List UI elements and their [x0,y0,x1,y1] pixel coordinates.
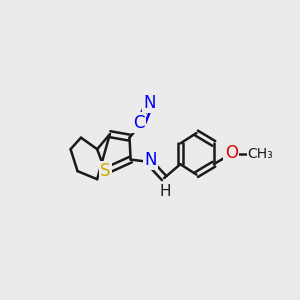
Text: CH₃: CH₃ [247,147,273,161]
Text: S: S [100,162,110,180]
Text: N: N [143,94,155,112]
Text: N: N [144,151,157,169]
Text: O: O [225,144,238,162]
Text: H: H [160,184,171,200]
Text: C: C [133,114,145,132]
